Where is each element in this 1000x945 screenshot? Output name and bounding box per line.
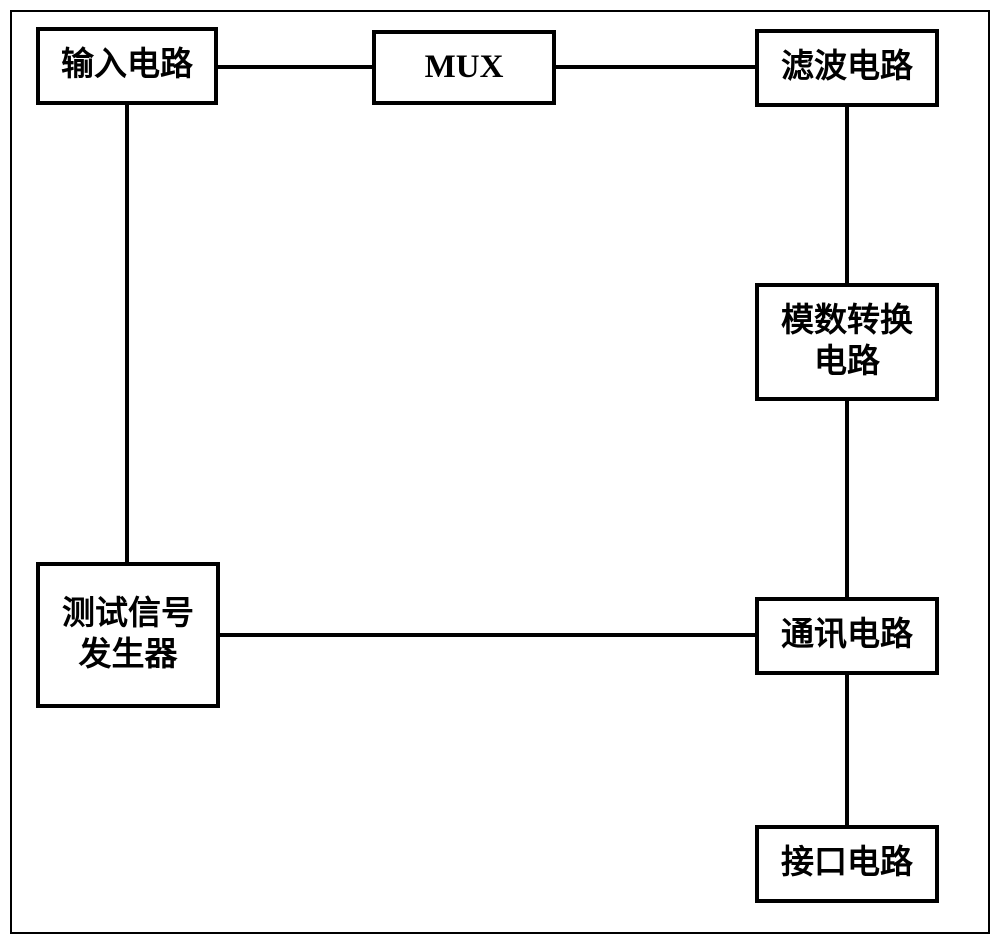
edge-comm-circuit-to-interface-circuit — [845, 675, 849, 825]
edge-mux-to-filter-circuit — [556, 65, 755, 69]
node-interface-circuit: 接口电路 — [755, 825, 939, 903]
node-adc-circuit: 模数转换 电路 — [755, 283, 939, 401]
node-input-circuit: 输入电路 — [36, 27, 218, 105]
node-label: 输入电路 — [61, 45, 193, 86]
diagram-frame — [10, 10, 990, 934]
node-label: 模数转换 电路 — [781, 301, 913, 384]
node-label: 滤波电路 — [781, 47, 913, 88]
node-label: MUX — [425, 47, 504, 88]
node-label: 通讯电路 — [781, 615, 913, 656]
edge-test-signal-gen-to-comm-circuit — [220, 633, 755, 637]
edge-filter-circuit-to-adc-circuit — [845, 107, 849, 283]
node-label: 测试信号 发生器 — [62, 594, 194, 677]
edge-input-circuit-to-mux — [218, 65, 372, 69]
edge-adc-circuit-to-comm-circuit — [845, 401, 849, 597]
node-label: 接口电路 — [781, 843, 913, 884]
node-test-signal-gen: 测试信号 发生器 — [36, 562, 220, 708]
edge-input-circuit-to-test-signal-gen — [125, 105, 129, 562]
node-mux: MUX — [372, 30, 556, 105]
node-comm-circuit: 通讯电路 — [755, 597, 939, 675]
node-filter-circuit: 滤波电路 — [755, 29, 939, 107]
